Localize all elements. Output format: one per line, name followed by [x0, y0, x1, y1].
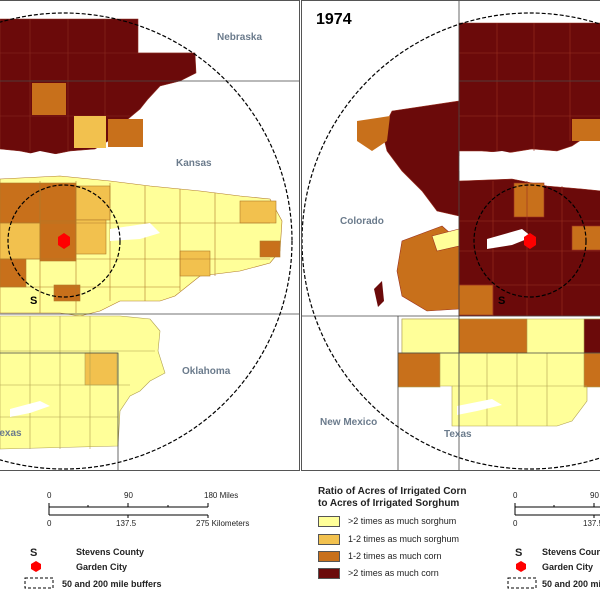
county-cell: [108, 119, 143, 147]
legend-title-line2: to Acres of Irrigated Sorghum: [318, 498, 460, 509]
scale-bar-graphic: [48, 503, 209, 518]
key-stevens-county: Stevens Coun: [542, 547, 600, 557]
river-gap: [459, 151, 572, 173]
river-gap: [10, 401, 50, 417]
county-cell: [74, 116, 106, 148]
scale-km-mid: 137.5: [116, 519, 137, 528]
scale-miles-0: 0: [47, 491, 52, 500]
map-right-canvas: [302, 1, 600, 470]
buffer-icon: [507, 577, 537, 589]
scale-km-0: 0: [47, 519, 52, 528]
state-label-colorado: Colorado: [340, 216, 384, 227]
county-grid-north: [381, 22, 600, 217]
key-buffers: 50 and 200 mile: [542, 579, 600, 589]
legend-label: 1-2 times as much corn: [348, 551, 442, 561]
river-gap: [487, 229, 532, 249]
scale-km-0: 0: [513, 519, 518, 528]
legend-label: >2 times as much corn: [348, 568, 439, 578]
county-cell: [32, 83, 66, 115]
state-borders: [302, 1, 600, 470]
legend-swatch: [318, 568, 340, 579]
map-panel-left: Nebraska Kansas Oklahoma Texas S: [0, 0, 300, 471]
scale-km-max: 275 Kilometers: [196, 519, 250, 528]
scale-bar-graphic: [514, 503, 600, 518]
buffer-50mi: [7, 184, 121, 298]
map-left-canvas: [0, 12, 299, 470]
garden-city-marker: [58, 233, 70, 249]
stevens-symbol: S: [515, 547, 523, 559]
scale-miles-mid: 90: [590, 491, 599, 500]
legend-title: Ratio of Acres of Irrigated Corn to Acre…: [318, 486, 467, 510]
state-label-texas: Texas: [444, 429, 472, 440]
legend-label: >2 times as much sorghum: [348, 516, 457, 526]
stevens-symbol: S: [30, 547, 38, 559]
buffer-icon: [24, 577, 54, 589]
river-gap: [457, 399, 502, 415]
county-grid-south: [397, 318, 600, 427]
legend-swatch: [318, 516, 340, 527]
garden-city-icon: [31, 561, 41, 572]
state-label-new-mexico: New Mexico: [320, 417, 378, 428]
buffer-50mi: [473, 184, 587, 298]
buffer-200mi: [0, 12, 293, 470]
buffer-200mi: [302, 12, 600, 470]
state-label-oklahoma: Oklahoma: [182, 366, 231, 377]
map-panel-right: 1974 Colorado New Mexico Texas S: [301, 0, 600, 471]
key-buffers: 50 and 200 mile buffers: [62, 579, 162, 589]
key-garden-city: Garden City: [542, 562, 594, 572]
legend-swatch: [318, 551, 340, 562]
scale-km-mid: 137.5: [583, 519, 600, 528]
scale-miles-max: 180 Miles: [204, 491, 239, 500]
garden-city-icon: [516, 561, 526, 572]
map-year-title: 1974: [316, 11, 352, 28]
county-cell: [357, 116, 390, 151]
state-label-nebraska: Nebraska: [217, 32, 263, 43]
county-cell: [572, 119, 600, 141]
state-label-kansas: Kansas: [176, 158, 212, 169]
garden-city-marker: [524, 233, 536, 249]
scale-miles-0: 0: [513, 491, 518, 500]
legend-label: 1-2 times as much sorghum: [348, 534, 460, 544]
river-gap: [110, 223, 160, 241]
legend-swatch: [318, 534, 340, 545]
legend-title-line1: Ratio of Acres of Irrigated Corn: [318, 486, 467, 497]
scale-miles-mid: 90: [124, 491, 133, 500]
state-label-texas: Texas: [0, 428, 22, 439]
key-garden-city: Garden City: [76, 562, 128, 572]
stevens-county-marker: S: [498, 295, 506, 307]
county-grid-middle: [0, 175, 283, 317]
county-cell: [374, 281, 384, 307]
river-gap: [0, 151, 170, 179]
key-stevens-county: Stevens County: [76, 547, 145, 557]
stevens-county-marker: S: [30, 295, 38, 307]
county-grid-south: [0, 315, 166, 450]
state-borders: [0, 80, 299, 470]
